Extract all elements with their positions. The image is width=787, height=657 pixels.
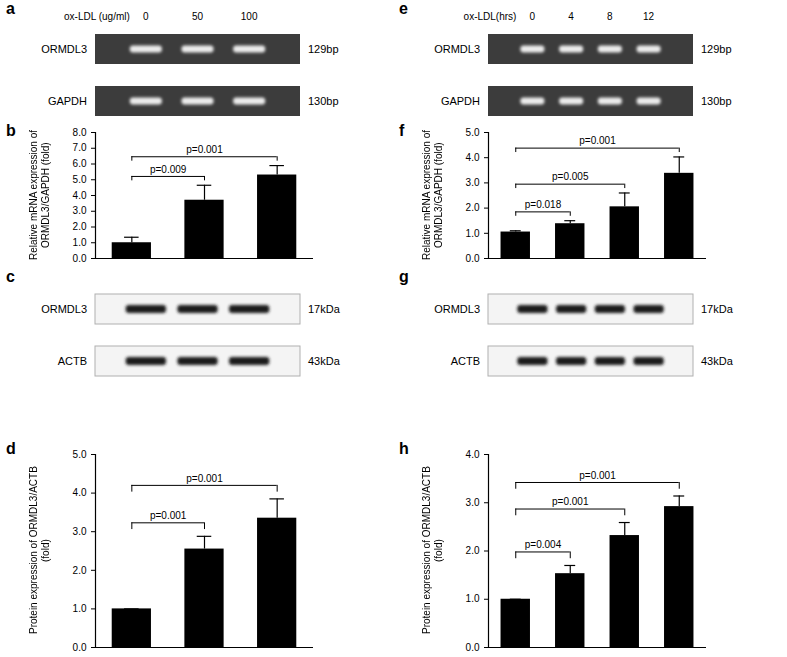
svg-text:0.0: 0.0 <box>73 642 87 653</box>
svg-text:43kDa: 43kDa <box>308 355 341 367</box>
svg-text:2.0: 2.0 <box>73 565 87 576</box>
svg-text:17kDa: 17kDa <box>701 303 734 315</box>
svg-text:2.0: 2.0 <box>466 545 480 556</box>
svg-text:p=0.001: p=0.001 <box>552 496 589 507</box>
svg-text:p=0.004: p=0.004 <box>525 539 562 550</box>
svg-text:1.0: 1.0 <box>466 228 480 239</box>
svg-text:GAPDH: GAPDH <box>48 95 87 107</box>
html-text:Protein expression of ORMDL3/A: Protein expression of ORMDL3/ACTB (fold) <box>28 466 51 635</box>
svg-text:5.0: 5.0 <box>73 174 87 185</box>
svg-text:3.0: 3.0 <box>466 177 480 188</box>
svg-text:ORMDL3: ORMDL3 <box>41 43 87 55</box>
svg-text:p=0.005: p=0.005 <box>552 171 589 182</box>
svg-text:p=0.001: p=0.001 <box>186 144 223 155</box>
svg-text:12: 12 <box>643 11 655 22</box>
svg-text:4.0: 4.0 <box>73 487 87 498</box>
svg-text:50: 50 <box>192 11 204 22</box>
svg-text:129bp: 129bp <box>308 43 339 55</box>
svg-text:4.0: 4.0 <box>466 152 480 163</box>
svg-text:ox-LDL(hrs): ox-LDL(hrs) <box>464 11 517 22</box>
html-text:e: e <box>399 0 408 17</box>
svg-text:ACTB: ACTB <box>451 355 480 367</box>
svg-text:ORMDL3: ORMDL3 <box>41 303 87 315</box>
svg-text:ORMDL3: ORMDL3 <box>434 303 480 315</box>
svg-text:1.0: 1.0 <box>73 237 87 248</box>
svg-text:2.0: 2.0 <box>73 221 87 232</box>
svg-text:5.0: 5.0 <box>466 127 480 138</box>
svg-text:129bp: 129bp <box>701 43 732 55</box>
svg-text:0.0: 0.0 <box>466 253 480 264</box>
svg-text:ORMDL3: ORMDL3 <box>434 43 480 55</box>
svg-text:4.0: 4.0 <box>466 449 480 460</box>
svg-text:2.0: 2.0 <box>466 202 480 213</box>
svg-text:0: 0 <box>530 11 536 22</box>
svg-text:3.0: 3.0 <box>466 497 480 508</box>
svg-text:0: 0 <box>143 11 149 22</box>
svg-text:6.0: 6.0 <box>73 158 87 169</box>
svg-text:0.0: 0.0 <box>466 642 480 653</box>
html-text:b: b <box>6 122 16 139</box>
svg-text:5.0: 5.0 <box>73 449 87 460</box>
svg-text:130bp: 130bp <box>701 95 732 107</box>
svg-text:17kDa: 17kDa <box>308 303 341 315</box>
html-text:a: a <box>6 0 15 17</box>
svg-text:130bp: 130bp <box>308 95 339 107</box>
svg-text:p=0.001: p=0.001 <box>579 470 616 481</box>
svg-text:ox-LDL (ug/ml): ox-LDL (ug/ml) <box>64 11 130 22</box>
svg-text:p=0.001: p=0.001 <box>579 135 616 146</box>
svg-text:7.0: 7.0 <box>73 142 87 153</box>
svg-text:0.0: 0.0 <box>73 253 87 264</box>
html-text:c: c <box>6 268 15 285</box>
html-text:f: f <box>399 122 405 139</box>
html-text:Relative mRNA expression of OR: Relative mRNA expression of ORMDL3/GAPDH… <box>28 130 51 260</box>
svg-text:3.0: 3.0 <box>73 205 87 216</box>
svg-text:43kDa: 43kDa <box>701 355 734 367</box>
svg-text:ACTB: ACTB <box>58 355 87 367</box>
svg-text:p=0.018: p=0.018 <box>525 199 562 210</box>
svg-text:p=0.001: p=0.001 <box>186 473 223 484</box>
svg-text:p=0.009: p=0.009 <box>150 164 187 175</box>
html-text:Protein expression of ORMDL3/A: Protein expression of ORMDL3/ACTB (fold) <box>421 466 444 635</box>
html-text:Relative mRNA expression of OR: Relative mRNA expression of ORMDL3/GAPDH… <box>421 130 444 260</box>
svg-text:1.0: 1.0 <box>73 603 87 614</box>
svg-text:8.0: 8.0 <box>73 127 87 138</box>
svg-text:4: 4 <box>568 11 574 22</box>
svg-text:4.0: 4.0 <box>73 190 87 201</box>
svg-text:GAPDH: GAPDH <box>441 95 480 107</box>
html-text:g: g <box>399 268 409 285</box>
html-text:d: d <box>6 440 16 457</box>
svg-text:3.0: 3.0 <box>73 526 87 537</box>
svg-text:1.0: 1.0 <box>466 593 480 604</box>
svg-text:100: 100 <box>241 11 258 22</box>
svg-text:p=0.001: p=0.001 <box>150 510 187 521</box>
svg-text:8: 8 <box>607 11 613 22</box>
html-text:h: h <box>399 440 409 457</box>
